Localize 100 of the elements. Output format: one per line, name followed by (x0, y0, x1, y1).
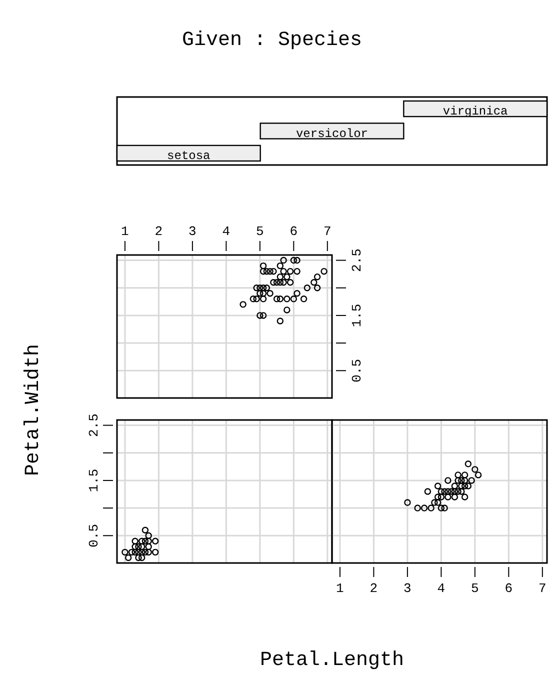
point (438, 488, 445, 495)
point (152, 538, 159, 545)
x-tick-label: 5 (471, 581, 479, 596)
point (263, 284, 270, 292)
label-box: versicolor (260, 122, 404, 141)
point (458, 482, 465, 490)
x-tick-label: 6 (290, 224, 298, 239)
point (428, 504, 434, 512)
point (434, 494, 442, 500)
point (434, 482, 442, 490)
point (438, 494, 445, 500)
point (454, 472, 462, 478)
y-tick-label: 1.5 (86, 468, 102, 492)
point (260, 296, 267, 302)
category-label: virginica (442, 104, 508, 119)
point (284, 296, 290, 302)
point (145, 543, 152, 550)
point (270, 279, 277, 286)
point (414, 504, 421, 512)
point (461, 477, 468, 484)
point (266, 268, 274, 275)
point (260, 262, 267, 270)
point (448, 488, 455, 495)
point (404, 499, 411, 506)
point (142, 526, 149, 534)
point (145, 532, 152, 539)
point (253, 284, 260, 292)
point (431, 499, 438, 506)
point (256, 284, 264, 292)
label-box: setosa (116, 144, 261, 163)
y-tick-label: 2.5 (350, 248, 365, 272)
x-tick-label: 5 (256, 224, 264, 239)
point (260, 284, 267, 292)
point (290, 256, 298, 264)
point (138, 554, 146, 562)
x-axis-title: Petal.Length (260, 649, 404, 672)
point (438, 504, 445, 512)
point (152, 548, 159, 556)
point (300, 296, 308, 302)
point (276, 296, 284, 302)
point (270, 268, 277, 275)
label-box: virginica (403, 100, 548, 119)
point (424, 488, 432, 495)
x-tick-label: 4 (222, 224, 230, 239)
point (458, 477, 465, 484)
category-label: versicolor (296, 126, 368, 141)
point (135, 554, 142, 562)
point (454, 488, 462, 495)
point (280, 279, 287, 286)
x-tick-label: 4 (437, 581, 446, 596)
point (240, 301, 246, 308)
category-label: setosa (167, 149, 210, 163)
x-tick-label: 2 (370, 581, 378, 596)
point (138, 538, 146, 545)
x-tick-label: 3 (188, 224, 196, 239)
point (135, 543, 142, 550)
point (454, 477, 462, 484)
point (284, 306, 290, 314)
point (276, 262, 284, 270)
point (441, 488, 448, 495)
point (290, 296, 298, 302)
point (128, 548, 136, 556)
point (250, 296, 257, 302)
point (122, 548, 128, 556)
point (256, 290, 264, 297)
point (286, 279, 294, 286)
y-tick-label: 0.5 (350, 358, 365, 382)
point (451, 488, 458, 495)
point (451, 482, 458, 490)
point (132, 538, 138, 545)
x-tick-label: 7 (538, 581, 546, 596)
point (444, 488, 452, 495)
point (474, 472, 482, 478)
point (304, 284, 311, 292)
point (280, 268, 287, 275)
point (260, 312, 267, 319)
point (461, 494, 468, 500)
point (273, 296, 280, 302)
point (314, 284, 321, 292)
point (280, 256, 287, 264)
x-tick-label: 6 (504, 581, 513, 596)
point (145, 538, 152, 545)
point (420, 504, 428, 512)
point (256, 312, 264, 319)
point (135, 548, 142, 556)
x-tick-label: 2 (154, 224, 163, 239)
point (461, 482, 468, 490)
point (276, 279, 284, 286)
point (286, 268, 294, 275)
text: Given : Species (182, 29, 362, 52)
point (444, 494, 452, 500)
point (464, 460, 472, 468)
point (472, 466, 478, 473)
point (124, 554, 132, 562)
point (461, 472, 468, 478)
point (276, 273, 284, 280)
x-tick-label: 1 (121, 224, 130, 239)
y-tick-label: 0.5 (86, 524, 102, 548)
y-tick-label: 1.5 (350, 304, 365, 328)
point (142, 548, 149, 556)
